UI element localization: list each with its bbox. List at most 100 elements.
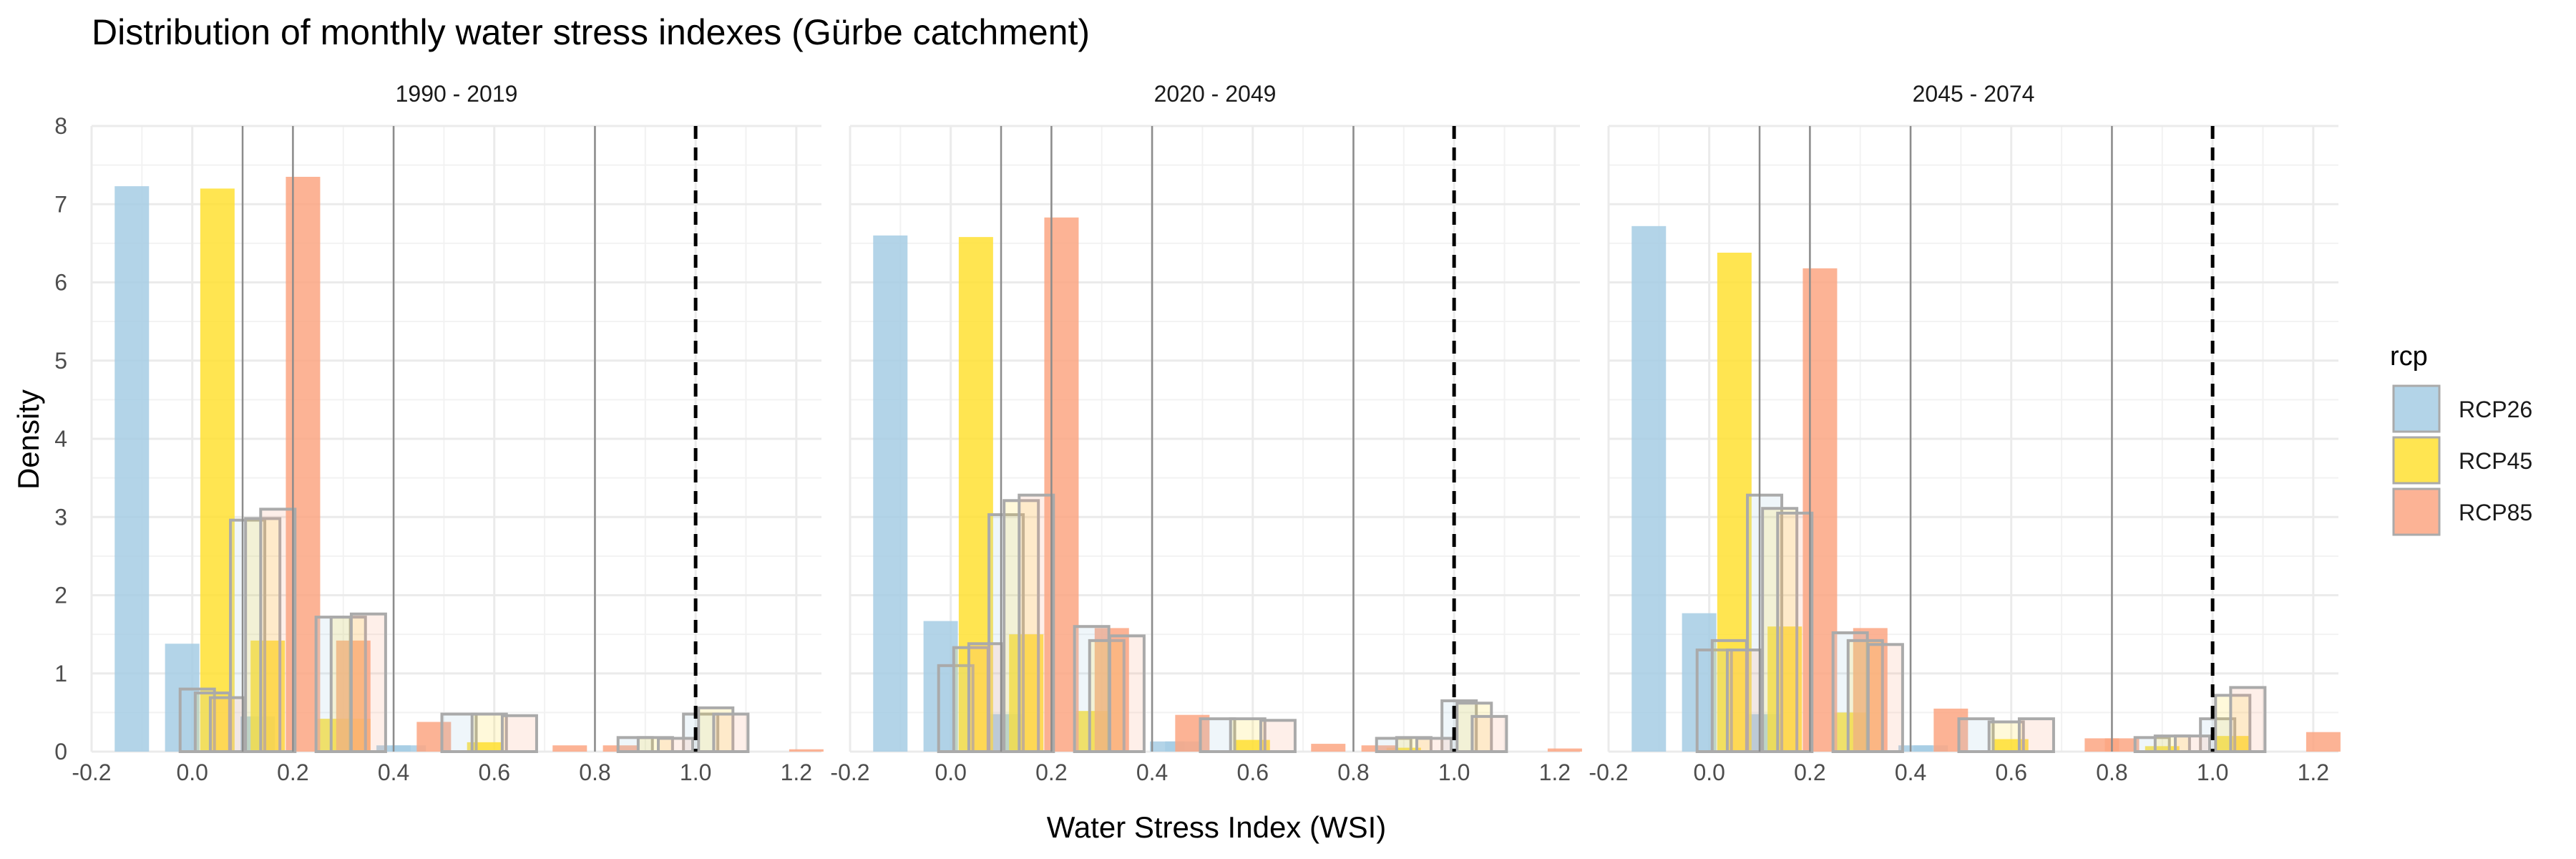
outline-bar-rcp45 [470,712,508,753]
legend-item: RCP45 [2391,435,2532,485]
facet-label: 2020 - 2049 [1154,81,1277,107]
x-tick-label: 0.6 [1996,759,2027,785]
facet-panel: 1990 - 2019 -0.2 0.0 0.2 0.4 0.6 0.8 1.0 1.2 0 1 2 3… [54,81,824,785]
x-tick-label: 1.2 [781,759,812,785]
outline-bar-rcp45 [2153,734,2191,754]
bar-rcp45 [2215,736,2250,752]
outline-bar-rcp26 [2133,736,2171,753]
x-tick-label: 0.0 [176,759,208,785]
outline-bar-rcp85 [500,714,538,753]
x-tick-label: 1.2 [1539,759,1571,785]
bar-rcp45 [2145,746,2180,752]
legend-label: RCP85 [2459,500,2532,525]
outline-bar-rcp45 [1761,507,1799,753]
bar-rcp85 [2104,738,2140,752]
bar-rcp45 [200,188,235,752]
bar-rcp26 [873,235,908,752]
bar-rcp85 [1802,268,1838,752]
bar-rcp85 [1044,217,1079,752]
bar-rcp26 [1682,613,1717,752]
x-tick-label: 1.0 [1438,759,1470,785]
legend-swatch-rcp45 [2392,436,2441,485]
outline-bar-rcp45 [636,736,674,753]
outline-bar-rcp45 [1846,639,1884,753]
chart-title: Distribution of monthly water stress ind… [92,12,1090,52]
bar-rcp85 [789,749,824,752]
bar-rcp85 [2306,732,2341,752]
outline-bar-rcp26 [616,736,654,753]
x-tick-label: 0.2 [277,759,308,785]
x-tick-label: 0.0 [935,759,966,785]
bar-rcp85 [416,722,452,752]
x-tick-label: 0.0 [1693,759,1724,785]
bar-rcp85 [602,745,638,752]
x-tick-label: 0.6 [1237,759,1269,785]
bar-rcp85 [552,745,587,752]
x-tick-label: -0.2 [1589,759,1628,785]
outline-bar-rcp85 [1108,634,1146,753]
x-tick-label: 0.4 [1136,759,1168,785]
legend-label: RCP45 [2459,448,2532,474]
outline-bar-rcp85 [1776,511,1814,753]
facet-panels: 1990 - 2019 -0.2 0.0 0.2 0.4 0.6 0.8 1.0 1.2 0 1 2 3… [54,81,2341,785]
x-tick-label: 0.4 [1895,759,1926,785]
bar-rcp26 [165,644,200,752]
bar-rcp85 [1175,714,1210,752]
outline-bar-rcp45 [193,691,231,753]
y-tick-label: 2 [54,583,67,608]
y-tick-label: 3 [54,504,67,530]
legend-item: RCP85 [2391,487,2532,537]
y-tick-label: 7 [54,191,67,217]
y-tick-label: 4 [54,426,67,452]
bar-rcp85 [1933,708,1968,752]
outline-bar-rcp26 [1957,717,1995,753]
outline-bar-rcp85 [1470,714,1508,754]
legend-swatch-rcp26 [2392,384,2441,433]
x-tick-label: -0.2 [72,759,111,785]
bar-rcp26 [923,621,958,752]
outline-bar-rcp26 [1375,737,1413,753]
outline-bar-rcp26 [1440,699,1478,753]
x-tick-label: 0.2 [1035,759,1067,785]
y-tick-label: 8 [54,113,67,139]
outline-bar-rcp85 [967,642,1005,753]
y-tick-label: 5 [54,348,67,374]
outline-bar-rcp45 [1229,717,1267,753]
facet-panel: 2045 - 2074 -0.2 0.0 0.2 0.4 0.6 0.8 1.0 1.2 [1589,81,2341,785]
outline-bar-rcp45 [1987,720,2025,753]
bar-rcp26 [1631,225,1667,752]
outline-bar-rcp26 [440,712,478,753]
y-axis-title: Density [11,389,45,490]
legend-title: rcp [2390,341,2428,372]
y-tick-label: 0 [54,739,67,765]
x-tick-label: 1.2 [2298,759,2329,785]
outline-bar-rcp26 [229,518,267,753]
outline-bar-rcp85 [2017,717,2055,753]
facet-panel: 2020 - 2049 -0.2 0.0 0.2 0.4 0.6 0.8 1.0 1.2 [830,81,1582,785]
x-tick-label: 1.0 [680,759,711,785]
x-tick-label: 0.8 [579,759,610,785]
y-tick-label: 1 [54,661,67,686]
x-tick-label: 0.4 [378,759,409,785]
bar-rcp85 [1547,748,1582,752]
outline-bar-rcp85 [657,737,694,753]
facet-label: 2045 - 2074 [1913,81,2035,107]
outline-bar-rcp85 [1725,648,1763,753]
outline-bar-rcp26 [682,712,720,753]
x-tick-label: 1.0 [2197,759,2228,785]
outline-bar-rcp26 [1199,717,1236,753]
outline-bar-rcp45 [952,646,990,754]
outline-bar-rcp85 [1259,719,1297,753]
x-axis-title: Water Stress Index (WSI) [1047,810,1387,844]
facet-label: 1990 - 2019 [396,81,518,107]
outline-bar-rcp26 [178,687,216,753]
bar-rcp45 [1386,747,1421,752]
outline-bar-rcp45 [329,616,367,754]
bar-rcp26 [114,186,150,752]
outline-bar-rcp85 [208,696,246,753]
x-tick-label: 0.8 [2096,759,2127,785]
legend: rcp RCP26 RCP45 RCP85 [2390,341,2532,537]
outline-bar-rcp85 [259,508,297,753]
